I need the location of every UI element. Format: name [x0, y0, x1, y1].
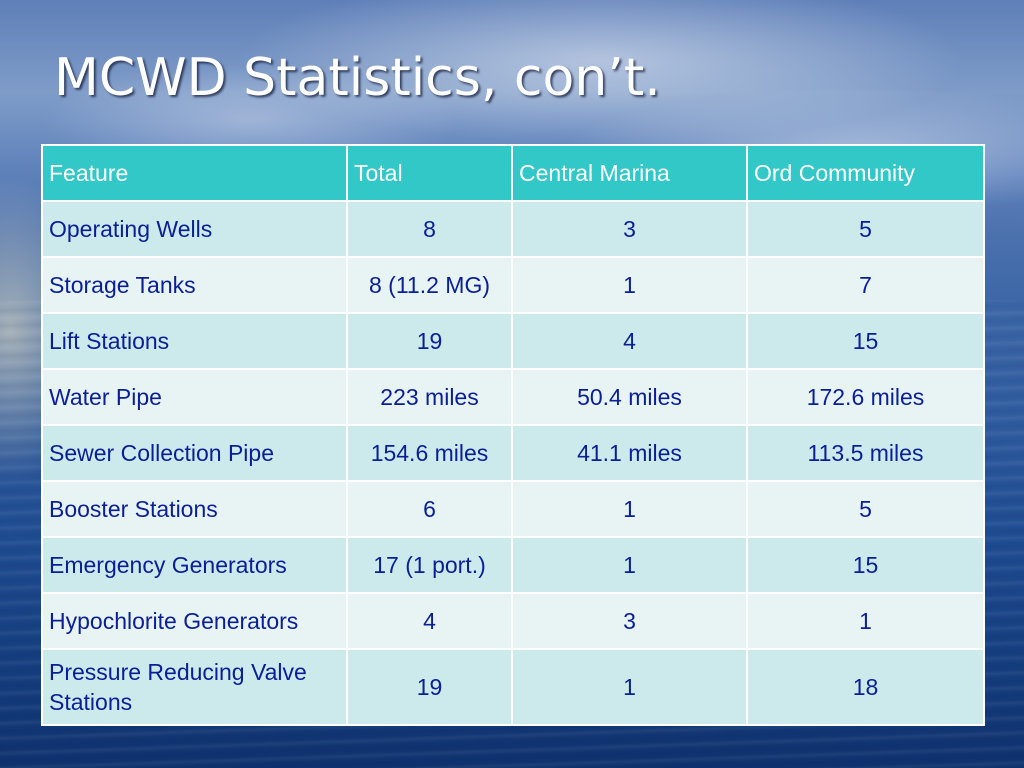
- table-row: Operating Wells 8 3 5: [41, 200, 985, 258]
- cell-feature: Sewer Collection Pipe: [41, 424, 348, 482]
- table-row: Storage Tanks 8 (11.2 MG) 1 7: [41, 256, 985, 314]
- cell-feature: Pressure Reducing Valve Stations: [41, 648, 348, 726]
- cell-ord-community: 1: [746, 592, 985, 650]
- cell-central-marina: 1: [511, 256, 748, 314]
- cell-ord-community: 5: [746, 200, 985, 258]
- table-row: Pressure Reducing Valve Stations 19 1 18: [41, 648, 985, 726]
- header-feature: Feature: [41, 144, 348, 202]
- cell-feature: Booster Stations: [41, 480, 348, 538]
- cell-total: 19: [346, 312, 513, 370]
- statistics-table-container: Feature Total Central Marina Ord Communi…: [41, 144, 985, 726]
- cell-feature: Lift Stations: [41, 312, 348, 370]
- cell-total: 223 miles: [346, 368, 513, 426]
- table-row: Lift Stations 19 4 15: [41, 312, 985, 370]
- cell-ord-community: 15: [746, 312, 985, 370]
- cell-feature: Emergency Generators: [41, 536, 348, 594]
- cell-total: 17 (1 port.): [346, 536, 513, 594]
- cell-ord-community: 15: [746, 536, 985, 594]
- cell-ord-community: 7: [746, 256, 985, 314]
- cell-total: 154.6 miles: [346, 424, 513, 482]
- table-row: Booster Stations 6 1 5: [41, 480, 985, 538]
- cell-ord-community: 172.6 miles: [746, 368, 985, 426]
- cell-central-marina: 1: [511, 648, 748, 726]
- header-ord-community: Ord Community: [746, 144, 985, 202]
- table-row: Emergency Generators 17 (1 port.) 1 15: [41, 536, 985, 594]
- cell-central-marina: 1: [511, 536, 748, 594]
- cell-central-marina: 3: [511, 200, 748, 258]
- cell-central-marina: 50.4 miles: [511, 368, 748, 426]
- table-header-row: Feature Total Central Marina Ord Communi…: [41, 144, 985, 202]
- cell-ord-community: 18: [746, 648, 985, 726]
- cell-feature: Operating Wells: [41, 200, 348, 258]
- cell-total: 8: [346, 200, 513, 258]
- cell-total: 8 (11.2 MG): [346, 256, 513, 314]
- cell-total: 19: [346, 648, 513, 726]
- cell-ord-community: 113.5 miles: [746, 424, 985, 482]
- cell-central-marina: 3: [511, 592, 748, 650]
- header-total: Total: [346, 144, 513, 202]
- cell-ord-community: 5: [746, 480, 985, 538]
- cell-feature: Water Pipe: [41, 368, 348, 426]
- statistics-table: Feature Total Central Marina Ord Communi…: [41, 144, 985, 726]
- table-row: Sewer Collection Pipe 154.6 miles 41.1 m…: [41, 424, 985, 482]
- table-row: Hypochlorite Generators 4 3 1: [41, 592, 985, 650]
- cell-total: 4: [346, 592, 513, 650]
- cell-central-marina: 1: [511, 480, 748, 538]
- cell-central-marina: 4: [511, 312, 748, 370]
- slide-title: MCWD Statistics, con’t.: [54, 48, 661, 108]
- table-row: Water Pipe 223 miles 50.4 miles 172.6 mi…: [41, 368, 985, 426]
- cell-feature: Hypochlorite Generators: [41, 592, 348, 650]
- cell-central-marina: 41.1 miles: [511, 424, 748, 482]
- header-central-marina: Central Marina: [511, 144, 748, 202]
- cell-feature: Storage Tanks: [41, 256, 348, 314]
- cell-total: 6: [346, 480, 513, 538]
